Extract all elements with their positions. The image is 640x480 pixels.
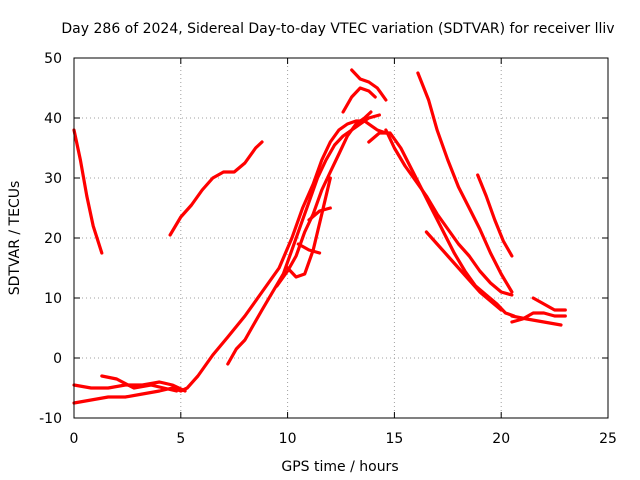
data-series [72, 68, 567, 405]
series-line-arc-3 [72, 119, 388, 405]
series-line-arc-7 [275, 110, 373, 288]
x-tick-label: 0 [70, 431, 79, 447]
series-line-arc-2 [168, 140, 264, 237]
series-line-arc-16 [416, 71, 514, 294]
x-tick-label: 20 [492, 431, 510, 447]
x-tick-label: 15 [385, 431, 403, 447]
series-line-arc-8 [286, 176, 332, 279]
y-tick-label: -10 [39, 411, 62, 427]
series-line-arc-13 [367, 131, 516, 318]
x-tick-label: 10 [279, 431, 297, 447]
chart-title: Day 286 of 2024, Sidereal Day-to-day VTE… [61, 21, 614, 37]
y-tick-label: 40 [44, 111, 62, 127]
series-line-arc-14 [384, 128, 514, 297]
x-tick-label: 25 [599, 431, 617, 447]
y-tick-label: 50 [44, 51, 62, 67]
series-line-arc-18 [510, 311, 567, 324]
series-line-arc-17 [476, 173, 514, 258]
series-line-arc-11 [341, 86, 377, 114]
series-line-arc-10 [307, 206, 332, 222]
series-line-arc-20 [531, 296, 567, 312]
y-tick-label: 20 [44, 231, 62, 247]
series-line-arc-1 [72, 128, 104, 255]
series-line-arc-9 [296, 242, 322, 255]
y-tick-label: 10 [44, 291, 62, 307]
series-line-arc-5 [100, 374, 179, 393]
series-line-arc-12 [350, 68, 388, 102]
x-axis-title: GPS time / hours [281, 459, 398, 475]
series-line-arc-15 [424, 230, 503, 312]
y-tick-label: 30 [44, 171, 62, 187]
series-line-arc-4 [72, 380, 187, 393]
series-line-arc-19 [510, 314, 563, 327]
plot-frame [73, 57, 609, 419]
y-tick-label: 0 [53, 351, 62, 367]
tick-labels: 0 5 10 15 20 25 -10 0 10 20 30 40 50 [39, 51, 617, 447]
y-axis-title: SDTVAR / TECUs [7, 181, 23, 296]
grid [74, 58, 608, 418]
x-tick-label: 5 [176, 431, 185, 447]
